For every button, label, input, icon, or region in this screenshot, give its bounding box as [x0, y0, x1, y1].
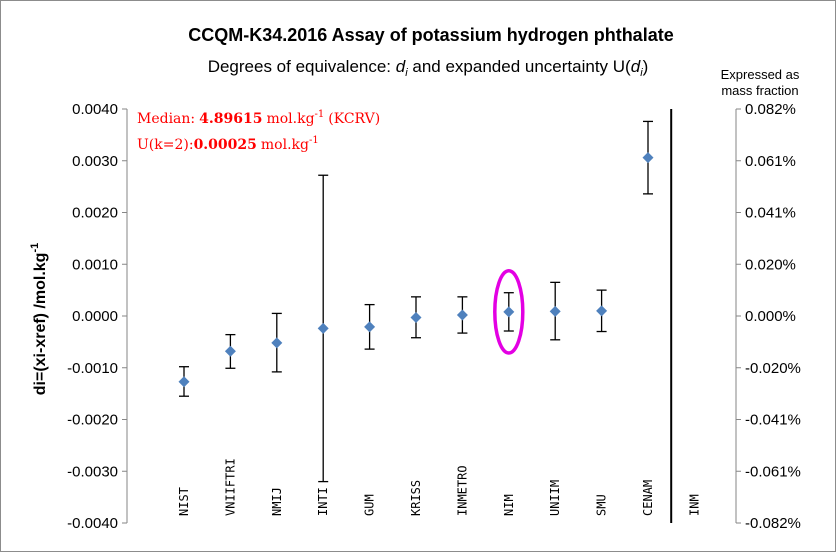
- secondary-axis-note-line2: mass fraction: [721, 83, 798, 98]
- category-label: INTI: [316, 487, 330, 516]
- data-point-marker: [364, 321, 376, 333]
- right-tick-label: -0.082%: [745, 515, 801, 532]
- category-label: GUM: [363, 494, 377, 516]
- left-tick-label: 0.0020: [72, 205, 118, 222]
- left-tick-label: -0.0020: [67, 412, 118, 429]
- data-point-marker: [410, 312, 422, 324]
- data-point-marker: [271, 337, 283, 349]
- data-point-marker: [503, 306, 515, 318]
- data-point-marker: [178, 376, 190, 388]
- right-tick-label: -0.020%: [745, 360, 801, 377]
- data-point-marker: [642, 152, 654, 164]
- right-tick-label: 0.061%: [745, 153, 796, 170]
- chart-subtitle: Degrees of equivalence: di and expanded …: [208, 57, 649, 79]
- data-point-marker: [596, 305, 608, 317]
- category-label: UNIIM: [548, 480, 562, 516]
- uncertainty-annotation: U(k=2):0.00025 mol.kg-1: [137, 135, 319, 153]
- data-point-marker: [456, 309, 468, 321]
- marker-group: [178, 152, 654, 388]
- chart-title: CCQM-K34.2016 Assay of potassium hydroge…: [188, 25, 673, 45]
- nim-highlight-ellipse: [493, 268, 525, 355]
- left-tick-label: 0.0000: [72, 308, 118, 325]
- category-label: KRISS: [409, 480, 423, 516]
- left-tick-label: 0.0010: [72, 256, 118, 273]
- data-point-marker: [317, 322, 329, 334]
- y-axis-label: di=(xi-xref) /mol.kg-1: [29, 243, 49, 395]
- left-tick-label: -0.0010: [67, 360, 118, 377]
- category-label: NIST: [177, 487, 191, 516]
- category-label: NIM: [502, 494, 516, 516]
- category-label: SMU: [595, 494, 609, 516]
- right-tick-label: -0.061%: [745, 463, 801, 480]
- right-tick-label: 0.082%: [745, 101, 796, 118]
- right-tick-group: 0.082% 0.061% 0.041% 0.020% 0.000% -0.020% -0.…: [736, 101, 801, 532]
- left-tick-group: 0.0040 0.0030 0.0020 0.0010 0.0000 -0.0010 -0.…: [67, 101, 127, 532]
- right-tick-label: 0.041%: [745, 205, 796, 222]
- left-tick-label: 0.0040: [72, 101, 118, 118]
- left-tick-label: -0.0040: [67, 515, 118, 532]
- right-tick-label: 0.020%: [745, 256, 796, 273]
- secondary-axis-note-line1: Expressed as: [721, 67, 800, 82]
- data-point-marker: [549, 305, 561, 317]
- category-label: INM: [687, 494, 701, 516]
- median-annotation: Median: 4.89615 mol.kg-1 (KCRV): [137, 109, 380, 127]
- right-tick-label: -0.041%: [745, 412, 801, 429]
- category-label: VNIIFTRI: [223, 458, 237, 516]
- category-label: INMETRO: [455, 465, 469, 516]
- data-point-marker: [224, 345, 236, 357]
- left-tick-label: 0.0030: [72, 153, 118, 170]
- left-tick-label: -0.0030: [67, 463, 118, 480]
- right-tick-label: 0.000%: [745, 308, 796, 325]
- category-label: CENAM: [641, 480, 655, 516]
- category-label-group: NIST VNIIFTRI NMIJ INTI GUM KRISS INMETRO NIM UN…: [177, 458, 701, 516]
- errorbar-group: [179, 120, 653, 483]
- category-label: NMIJ: [270, 487, 284, 516]
